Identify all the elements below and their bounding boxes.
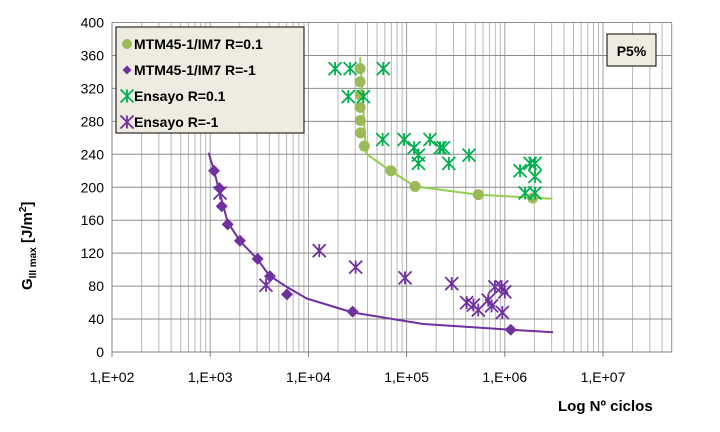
data-point xyxy=(411,156,426,171)
data-point xyxy=(346,305,359,318)
data-point xyxy=(354,63,366,75)
data-point xyxy=(436,140,451,155)
data-point xyxy=(512,163,528,178)
legend: MTM45-1/IM7 R=0.1 MTM45-1/IM7 R=-1 Ensayo … xyxy=(115,26,305,134)
legend-item: Ensayo R=0.1 xyxy=(119,88,226,104)
legend-label: Ensayo R=-1 xyxy=(134,114,219,130)
data-point xyxy=(358,140,370,152)
y-tick-label: 320 xyxy=(81,80,105,96)
y-tick-labels: 0 40 80 120 160 200 240 280 320 360 400 xyxy=(81,15,105,361)
legend-item: MTM45-1/IM7 R=-1 xyxy=(122,62,256,78)
y-tick-label: 160 xyxy=(81,212,105,228)
data-point xyxy=(356,89,371,104)
data-point xyxy=(221,218,234,231)
y-tick-label: 400 xyxy=(81,15,105,31)
y-tick-label: 240 xyxy=(81,146,105,162)
y-tick-label: 120 xyxy=(81,245,105,261)
data-point xyxy=(280,288,293,301)
x-tick-label: 1,E+04 xyxy=(286,369,331,385)
x-axis-title: Log Nº ciclos xyxy=(558,398,653,415)
data-point xyxy=(208,164,221,177)
y-tick-label: 360 xyxy=(81,47,105,63)
data-point xyxy=(484,298,499,314)
data-point xyxy=(348,260,363,275)
y-tick-label: 280 xyxy=(81,113,105,129)
data-point xyxy=(497,284,512,300)
series-2 xyxy=(327,61,543,201)
x-tick-label: 1,E+02 xyxy=(90,369,135,385)
data-point xyxy=(504,323,517,336)
data-point xyxy=(472,189,484,201)
legend-item: Ensayo R=-1 xyxy=(119,114,219,130)
data-point xyxy=(441,156,456,171)
x-tick-label: 1,E+06 xyxy=(482,369,527,385)
data-point xyxy=(258,278,274,293)
legend-marker xyxy=(122,39,132,49)
data-point xyxy=(354,101,366,113)
x-tick-labels: 1,E+02 1,E+03 1,E+04 1,E+05 1,E+06 1,E+07 xyxy=(90,369,626,385)
legend-item: MTM45-1/IM7 R=0.1 xyxy=(122,36,263,52)
x-tick-label: 1,E+05 xyxy=(384,369,429,385)
fit-lines xyxy=(207,57,554,334)
data-point xyxy=(375,132,390,147)
annotation-label: P5% xyxy=(617,43,647,59)
data-point xyxy=(215,200,228,213)
data-point xyxy=(354,115,366,127)
data-point xyxy=(263,270,276,283)
legend-label: MTM45-1/IM7 R=-1 xyxy=(134,62,256,78)
data-point xyxy=(355,127,367,139)
x-tick-label: 1,E+03 xyxy=(188,369,233,385)
data-point xyxy=(312,243,327,258)
data-point xyxy=(527,169,543,184)
data-point xyxy=(527,156,543,171)
data-point xyxy=(495,305,510,320)
legend-label: Ensayo R=0.1 xyxy=(134,88,226,104)
legend-marker xyxy=(122,65,132,75)
data-point xyxy=(233,234,246,247)
fit-line xyxy=(359,57,553,200)
series-0 xyxy=(354,63,539,204)
data-point xyxy=(461,147,477,163)
data-point xyxy=(397,270,413,285)
legend-label: MTM45-1/IM7 R=0.1 xyxy=(134,36,263,52)
series-3 xyxy=(212,185,512,320)
legend-marker xyxy=(119,114,135,130)
series-1 xyxy=(208,164,517,336)
data-point xyxy=(354,76,366,88)
data-point xyxy=(212,185,228,201)
data-point xyxy=(422,132,438,147)
data-point xyxy=(444,276,459,291)
y-tick-label: 0 xyxy=(96,344,104,360)
data-point xyxy=(341,89,356,104)
fit-line xyxy=(207,152,554,334)
y-axis-title: GIII max [J/m2] xyxy=(18,202,39,290)
data-point xyxy=(385,165,397,177)
y-tick-label: 200 xyxy=(81,179,105,195)
data-point xyxy=(327,61,343,76)
data-point xyxy=(409,180,421,192)
data-point xyxy=(251,252,264,265)
y-tick-label: 40 xyxy=(88,311,104,327)
data-point xyxy=(527,185,543,201)
annotation-box: P5% xyxy=(606,33,657,67)
legend-marker xyxy=(119,88,135,104)
data-point xyxy=(396,132,412,147)
data-point xyxy=(376,61,391,76)
y-tick-label: 80 xyxy=(88,278,104,294)
x-tick-label: 1,E+07 xyxy=(581,369,626,385)
data-point xyxy=(487,279,503,295)
data-point xyxy=(342,61,358,76)
data-points xyxy=(208,61,543,336)
